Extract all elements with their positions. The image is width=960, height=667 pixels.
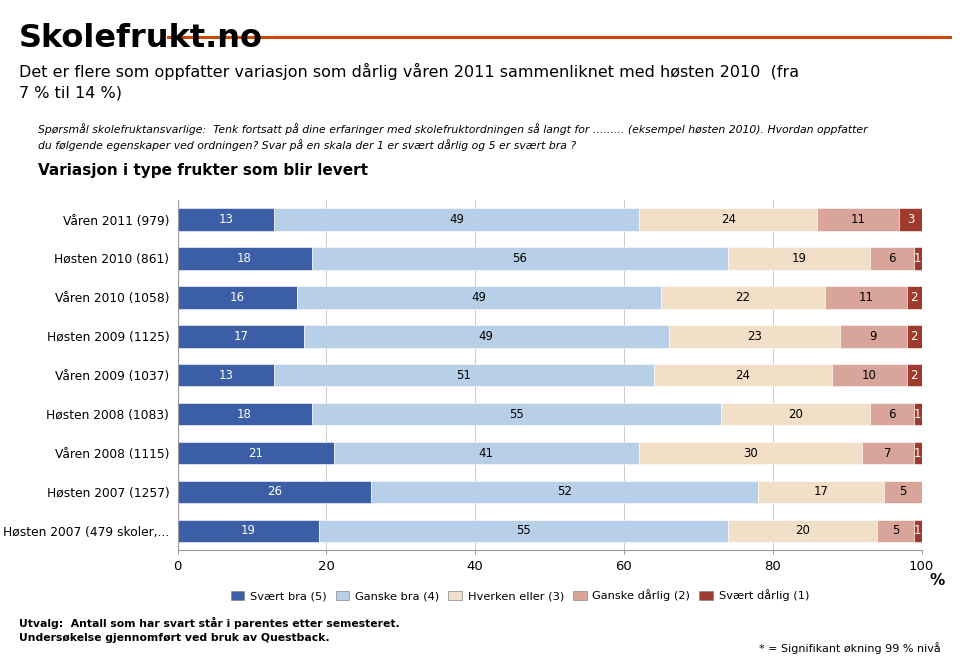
Bar — [178, 208, 275, 231]
Bar — [825, 286, 906, 309]
Text: 30: 30 — [743, 446, 757, 460]
Text: 5: 5 — [900, 486, 906, 498]
Bar — [178, 364, 275, 386]
Bar — [178, 286, 297, 309]
Bar — [817, 208, 900, 231]
Text: Variasjon i type frukter som blir levert: Variasjon i type frukter som blir levert — [38, 163, 369, 178]
Bar — [178, 403, 311, 426]
Bar — [371, 481, 757, 503]
Legend: Svært bra (5), Ganske bra (4), Hverken eller (3), Ganske dårlig (2), Svært dårli: Svært bra (5), Ganske bra (4), Hverken e… — [226, 585, 814, 606]
Bar — [900, 208, 922, 231]
Text: 16: 16 — [229, 291, 245, 304]
Bar — [914, 403, 922, 426]
Bar — [178, 325, 304, 348]
Text: 6: 6 — [888, 252, 896, 265]
Text: 41: 41 — [479, 446, 493, 460]
Bar — [832, 364, 906, 386]
Bar — [178, 247, 311, 269]
Bar — [178, 520, 319, 542]
Text: 2: 2 — [910, 329, 918, 343]
Text: 1: 1 — [914, 408, 922, 421]
Text: 2: 2 — [910, 369, 918, 382]
Text: Spørsmål skolefruktansvarlige:  Tenk fortsatt på dine erfaringer med skolefrukto: Spørsmål skolefruktansvarlige: Tenk fort… — [38, 123, 868, 151]
Bar — [840, 325, 906, 348]
Text: 49: 49 — [479, 329, 493, 343]
Text: 1: 1 — [914, 524, 922, 538]
Bar — [304, 325, 668, 348]
Text: 18: 18 — [237, 408, 252, 421]
Bar — [862, 442, 914, 464]
Text: 49: 49 — [471, 291, 487, 304]
Text: 13: 13 — [219, 369, 233, 382]
Text: 6: 6 — [888, 408, 896, 421]
Text: 19: 19 — [791, 252, 806, 265]
Bar — [178, 481, 371, 503]
Bar — [870, 247, 914, 269]
Text: 51: 51 — [457, 369, 471, 382]
Bar — [728, 520, 876, 542]
Text: 11: 11 — [858, 291, 874, 304]
Bar — [906, 286, 922, 309]
Bar — [906, 325, 922, 348]
Bar — [311, 403, 721, 426]
Bar — [876, 520, 914, 542]
Text: 17: 17 — [233, 329, 249, 343]
Text: 21: 21 — [249, 446, 263, 460]
Text: Utvalg:  Antall som har svart står i parentes etter semesteret.
Undersøkelse gje: Utvalg: Antall som har svart står i pare… — [19, 617, 400, 643]
Text: 13: 13 — [219, 213, 233, 226]
Bar — [668, 325, 840, 348]
Text: 56: 56 — [513, 252, 527, 265]
Bar — [334, 442, 638, 464]
Text: 49: 49 — [449, 213, 464, 226]
Text: 19: 19 — [241, 524, 255, 538]
Text: 5: 5 — [892, 524, 900, 538]
Bar — [922, 481, 959, 503]
Text: * = Signifikant økning 99 % nivå: * = Signifikant økning 99 % nivå — [759, 642, 941, 654]
Text: 24: 24 — [721, 213, 735, 226]
Text: 17: 17 — [814, 486, 828, 498]
Text: 9: 9 — [870, 329, 877, 343]
Text: 18: 18 — [237, 252, 252, 265]
Text: 55: 55 — [509, 408, 523, 421]
Text: 1: 1 — [914, 446, 922, 460]
Bar — [638, 442, 862, 464]
Bar — [297, 286, 661, 309]
Text: 24: 24 — [735, 369, 751, 382]
Text: 10: 10 — [862, 369, 876, 382]
Bar — [654, 364, 832, 386]
Bar — [914, 247, 922, 269]
Text: 5: 5 — [937, 486, 944, 498]
Text: 3: 3 — [907, 213, 914, 226]
Text: 20: 20 — [788, 408, 803, 421]
Text: 7: 7 — [884, 446, 892, 460]
Text: 11: 11 — [851, 213, 866, 226]
Text: 2: 2 — [910, 291, 918, 304]
Text: 1: 1 — [914, 252, 922, 265]
Bar — [661, 286, 825, 309]
Text: 52: 52 — [557, 486, 572, 498]
Bar — [275, 364, 654, 386]
Bar — [721, 403, 870, 426]
Bar — [638, 208, 817, 231]
Bar — [728, 247, 870, 269]
Text: 20: 20 — [795, 524, 810, 538]
Text: 26: 26 — [267, 486, 282, 498]
Bar — [275, 208, 638, 231]
Bar — [914, 442, 922, 464]
Text: 22: 22 — [735, 291, 751, 304]
Text: 23: 23 — [747, 329, 761, 343]
Text: %: % — [929, 573, 945, 588]
Text: Skolefrukt.no: Skolefrukt.no — [19, 23, 263, 54]
Bar — [319, 520, 728, 542]
Bar — [178, 442, 334, 464]
Text: 55: 55 — [516, 524, 531, 538]
Text: Det er flere som oppfatter variasjon som dårlig våren 2011 sammenliknet med høst: Det er flere som oppfatter variasjon som… — [19, 63, 800, 101]
Bar — [758, 481, 884, 503]
Bar — [906, 364, 922, 386]
Bar — [884, 481, 922, 503]
Bar — [914, 520, 922, 542]
Bar — [870, 403, 914, 426]
Bar — [311, 247, 728, 269]
